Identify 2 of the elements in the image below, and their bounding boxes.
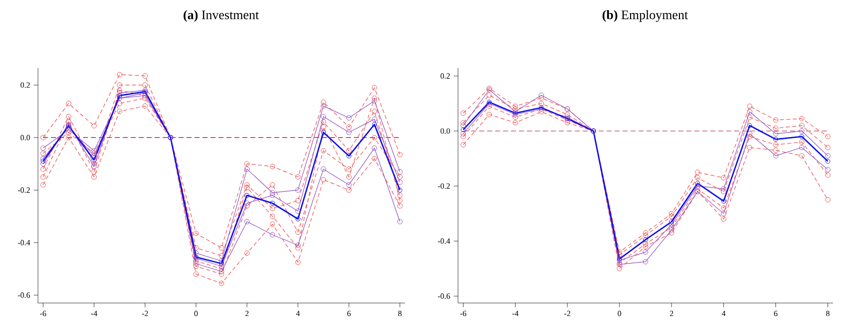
chart-title: (b) Employment [602, 10, 688, 22]
chart-title: (a) Investment [184, 10, 259, 22]
